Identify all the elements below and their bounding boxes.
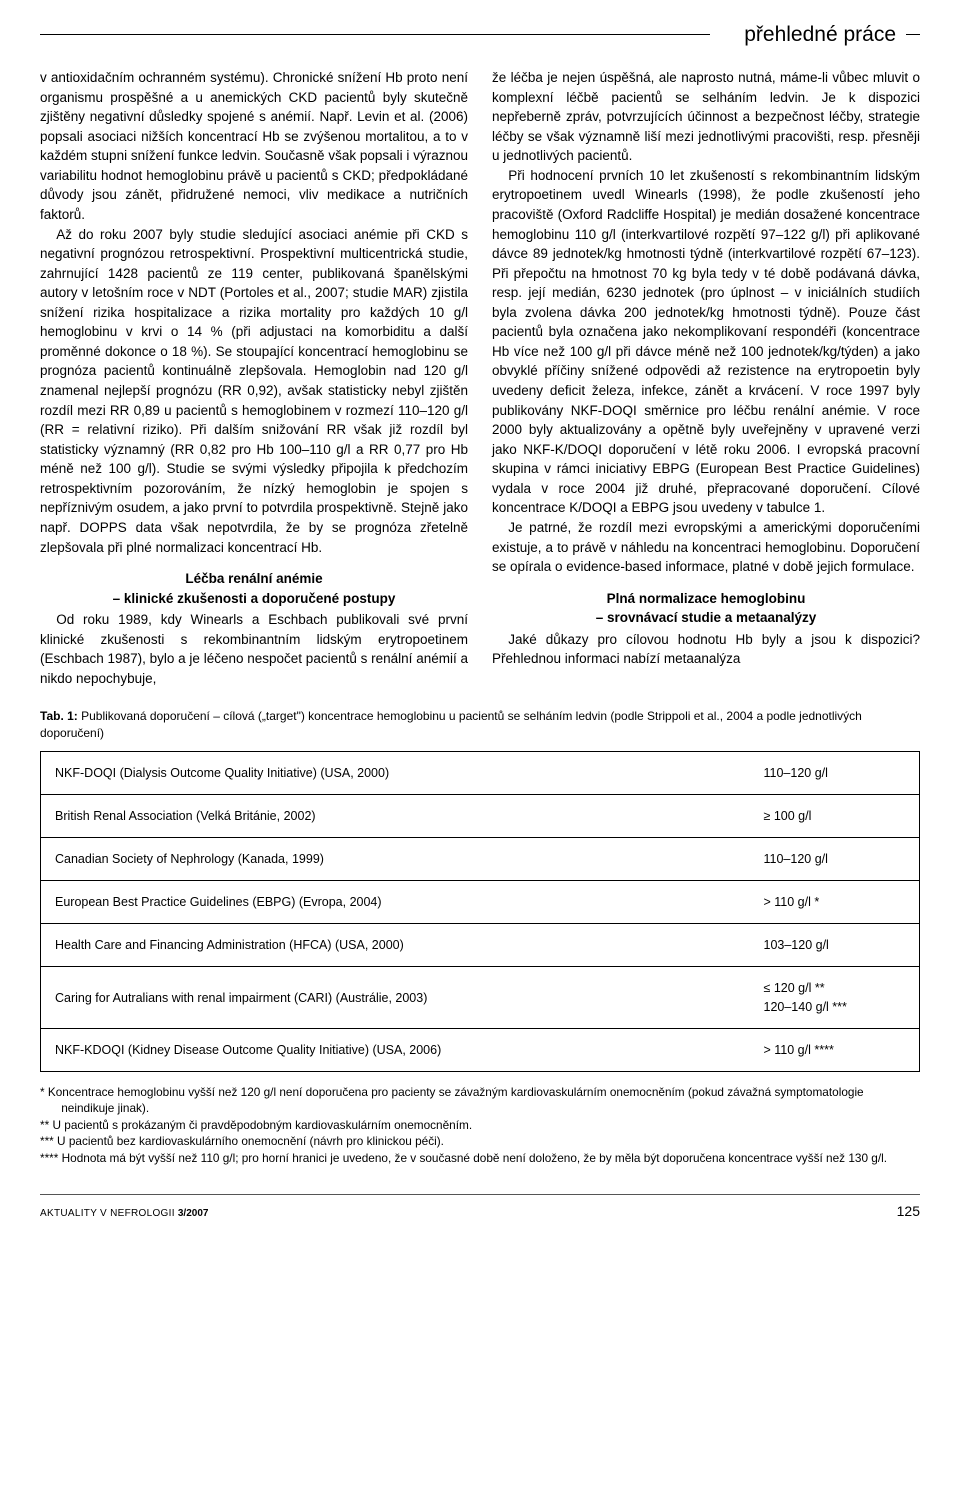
right-p3: Je patrné, že rozdíl mezi evropskými a a…: [492, 518, 920, 577]
table-row: Caring for Autralians with renal impairm…: [41, 967, 920, 1028]
table-row: Canadian Society of Nephrology (Kanada, …: [41, 838, 920, 881]
guideline-value: ≤ 120 g/l ** 120–140 g/l ***: [750, 967, 920, 1028]
right-column: že léčba je nejen úspěšná, ale naprosto …: [492, 68, 920, 688]
body-columns: v antioxidačním ochranném systému). Chro…: [40, 68, 920, 688]
right-p4: Jaké důkazy pro cílovou hodnotu Hb byly …: [492, 630, 920, 669]
footnote-3: *** U pacientů bez kardiovaskulárního on…: [40, 1133, 920, 1150]
right-subhead: Plná normalizace hemoglobinu – srovnávac…: [492, 589, 920, 628]
table-caption-label: Tab. 1:: [40, 709, 78, 723]
guideline-value: 103–120 g/l: [750, 924, 920, 967]
guideline-name: European Best Practice Guidelines (EBPG)…: [41, 881, 750, 924]
guideline-table: NKF-DOQI (Dialysis Outcome Quality Initi…: [40, 751, 920, 1072]
issue-number: 3/2007: [178, 1208, 209, 1219]
left-subhead-l2: – klinické zkušenosti a doporučené postu…: [40, 589, 468, 609]
footnotes: * Koncentrace hemoglobinu vyšší než 120 …: [40, 1084, 920, 1167]
header-rule-right: [906, 34, 920, 35]
journal-name: AKTUALITY V NEFROLOGII: [40, 1208, 178, 1219]
guideline-name: Canadian Society of Nephrology (Kanada, …: [41, 838, 750, 881]
table-row: British Renal Association (Velká Británi…: [41, 794, 920, 837]
table-caption-text: Publikovaná doporučení – cílová („target…: [40, 709, 862, 739]
left-subhead: Léčba renální anémie – klinické zkušenos…: [40, 569, 468, 608]
guideline-name: NKF-DOQI (Dialysis Outcome Quality Initi…: [41, 751, 750, 794]
guideline-value: 110–120 g/l: [750, 838, 920, 881]
left-p1: v antioxidačním ochranném systému). Chro…: [40, 68, 468, 225]
left-p2: Až do roku 2007 byly studie sledující as…: [40, 225, 468, 558]
table-row: European Best Practice Guidelines (EBPG)…: [41, 881, 920, 924]
right-p2: Při hodnocení prvních 10 let zkušeností …: [492, 166, 920, 518]
table-caption: Tab. 1: Publikovaná doporučení – cílová …: [40, 708, 920, 740]
section-title: přehledné práce: [738, 20, 902, 50]
table-row: NKF-DOQI (Dialysis Outcome Quality Initi…: [41, 751, 920, 794]
page-number: 125: [897, 1201, 920, 1221]
right-p1: že léčba je nejen úspěšná, ale naprosto …: [492, 68, 920, 166]
footnote-4: **** Hodnota má být vyšší než 110 g/l; p…: [40, 1150, 920, 1167]
footer-left: AKTUALITY V NEFROLOGII 3/2007: [40, 1207, 208, 1222]
table-row: NKF-KDOQI (Kidney Disease Outcome Qualit…: [41, 1028, 920, 1071]
guideline-name: NKF-KDOQI (Kidney Disease Outcome Qualit…: [41, 1028, 750, 1071]
guideline-value: ≥ 100 g/l: [750, 794, 920, 837]
guideline-value: > 110 g/l ****: [750, 1028, 920, 1071]
page-footer: AKTUALITY V NEFROLOGII 3/2007 125: [40, 1194, 920, 1222]
left-column: v antioxidačním ochranném systému). Chro…: [40, 68, 468, 688]
guideline-name: British Renal Association (Velká Británi…: [41, 794, 750, 837]
footnote-2: ** U pacientů s prokázaným či pravděpodo…: [40, 1117, 920, 1134]
guideline-value: 110–120 g/l: [750, 751, 920, 794]
guideline-value: > 110 g/l *: [750, 881, 920, 924]
left-subhead-l1: Léčba renální anémie: [185, 571, 322, 586]
right-subhead-l1: Plná normalizace hemoglobinu: [607, 591, 806, 606]
right-subhead-l2: – srovnávací studie a metaanalýzy: [492, 608, 920, 628]
table-row: Health Care and Financing Administration…: [41, 924, 920, 967]
guideline-name: Caring for Autralians with renal impairm…: [41, 967, 750, 1028]
footnote-1: * Koncentrace hemoglobinu vyšší než 120 …: [40, 1084, 920, 1117]
section-header: přehledné práce: [40, 20, 920, 50]
guideline-table-body: NKF-DOQI (Dialysis Outcome Quality Initi…: [41, 751, 920, 1071]
guideline-name: Health Care and Financing Administration…: [41, 924, 750, 967]
left-p3: Od roku 1989, kdy Winearls a Eschbach pu…: [40, 610, 468, 688]
header-rule-left: [40, 34, 710, 35]
